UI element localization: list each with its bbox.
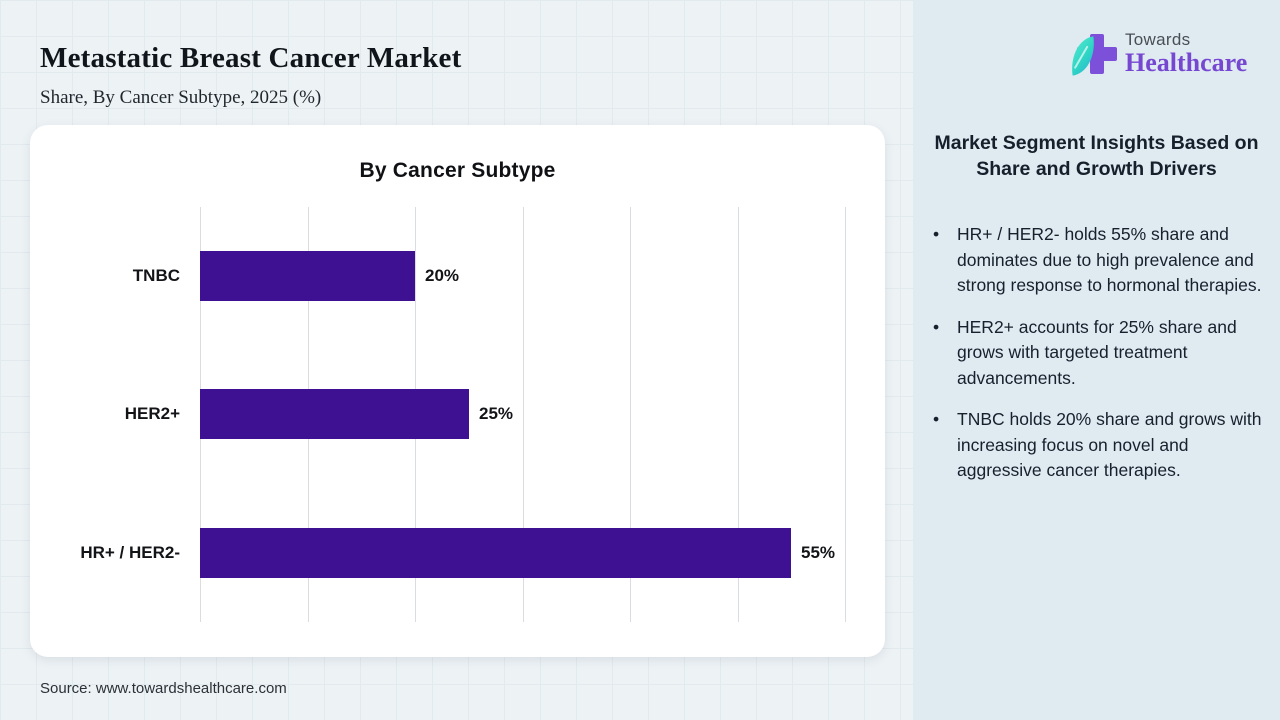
value-label: 20% [425,266,460,285]
list-item: • HR+ / HER2- holds 55% share and domina… [927,222,1271,299]
bullet-icon: • [933,409,940,429]
category-label: HER2+ [124,404,180,423]
logo-cross-leaf-icon [1067,30,1117,76]
bar [200,528,791,578]
sidebar-heading: Market Segment Insights Based on Share a… [934,132,1259,180]
gridline [845,207,846,622]
list-item: • TNBC holds 20% share and grows with in… [927,407,1271,484]
source-attribution: Source: www.towardshealthcare.com [40,680,287,697]
bullet-icon: • [933,316,940,337]
insight-text: TNBC holds 20% share and grows with incr… [957,409,1262,480]
gridline [523,207,524,622]
insights-list: • HR+ / HER2- holds 55% share and domina… [927,222,1271,500]
brand-name-bottom: Healthcare [1125,47,1248,77]
bar-row: HER2+ 25% [125,345,845,483]
bar [200,389,469,439]
chart-title: By Cancer Subtype [359,159,556,182]
chart-card: By Cancer Subtype TNBC 20% HER2+ 25% HR+ / H… [30,125,885,657]
category-label: TNBC [132,266,180,285]
gridline [738,207,739,622]
page-subtitle: Share, By Cancer Subtype, 2025 (%) [40,87,322,108]
towards-healthcare-logo: Towards Healthcare [1067,29,1248,77]
list-item: • HER2+ accounts for 25% share and grows… [927,315,1271,392]
insight-text: HER2+ accounts for 25% share and grows w… [957,316,1237,388]
bar-row: TNBC 20% [133,207,845,345]
gridline [630,207,631,622]
bullet-icon: • [933,224,940,244]
value-label: 25% [479,404,514,423]
value-label: 55% [801,543,836,562]
insights-sidebar: Towards Healthcare Market Segment Insigh… [913,0,1280,720]
bar [200,251,415,301]
bar-row: HR+ / HER2- 55% [80,484,845,622]
category-label: HR+ / HER2- [80,543,180,562]
bar-chart-plot-area: TNBC 20% HER2+ 25% HR+ / HER2- 55% [80,207,846,622]
insight-text: HR+ / HER2- holds 55% share and dominate… [957,224,1262,295]
brand-name-top: Towards [1125,29,1191,49]
page-title: Metastatic Breast Cancer Market [40,42,462,74]
